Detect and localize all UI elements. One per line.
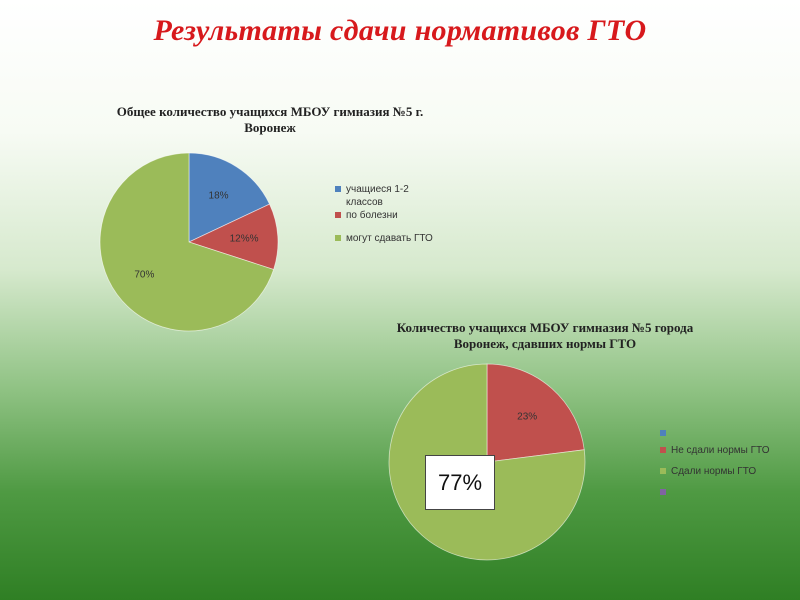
chart2-legend: Не сдали нормы ГТО Сдали нормы ГТО: [660, 427, 800, 503]
chart1-legend-swatch-1: [335, 212, 341, 218]
chart1-slice-0: [188, 152, 271, 243]
chart2-title-line1: Количество учащихся МБОУ гимназия №5 гор…: [396, 320, 694, 335]
chart2-legend-item-0: [660, 427, 800, 436]
chart2-legend-swatch-1: [660, 447, 666, 453]
chart1-legend-item-0: учащиеся 1-2 классов: [335, 183, 445, 209]
chart1-title-line2: Воронеж: [244, 120, 296, 135]
chart1-legend-item-2: могут сдавать ГТО: [335, 232, 445, 245]
chart2-legend-swatch-2: [660, 468, 666, 474]
chart2-legend-label-1: Не сдали нормы ГТО: [671, 445, 770, 456]
chart2-title: Количество учащихся МБОУ гимназия №5 гор…: [380, 320, 710, 352]
chart1-title-line1: Общее количество учащихся МБОУ гимназия …: [116, 104, 424, 119]
chart2-title-line2: Воронеж, сдавших нормы ГТО: [453, 336, 637, 351]
chart2-slice-1: [486, 363, 585, 463]
chart1-legend-swatch-2: [335, 235, 341, 241]
chart1-data-label-1: 12%%: [230, 234, 259, 245]
passed-percent-callout: 77%: [425, 455, 495, 510]
chart2-legend-swatch-3: [660, 489, 666, 495]
chart1-slice-1: [187, 203, 279, 271]
chart1-data-label-2: 70%: [134, 269, 154, 280]
chart2-legend-item-2: Сдали нормы ГТО: [660, 465, 800, 478]
slide-title: Результаты сдачи нормативов ГТО: [153, 14, 647, 47]
chart2-legend-item-3: [660, 486, 800, 495]
chart1-legend-label-1: по болезни: [346, 210, 398, 221]
chart1-slice-2: [99, 152, 275, 332]
chart1-title: Общее количество учащихся МБОУ гимназия …: [100, 104, 440, 136]
chart2-legend-swatch-0: [660, 430, 666, 436]
chart1-legend-swatch-0: [335, 186, 341, 192]
chart1-legend-label-0: учащиеся 1-2 классов: [346, 184, 409, 208]
chart1-legend-label-2: могут сдавать ГТО: [346, 233, 433, 244]
chart2-legend-item-1: Не сдали нормы ГТО: [660, 444, 800, 457]
chart1-legend-item-1: по болезни: [335, 209, 445, 222]
chart1-data-label-0: 18%: [209, 190, 229, 201]
chart2-data-label-1: 23%: [517, 411, 537, 422]
chart1-legend: учащиеся 1-2 классов по болезни могут сд…: [335, 183, 445, 251]
chart2-legend-label-2: Сдали нормы ГТО: [671, 466, 757, 477]
